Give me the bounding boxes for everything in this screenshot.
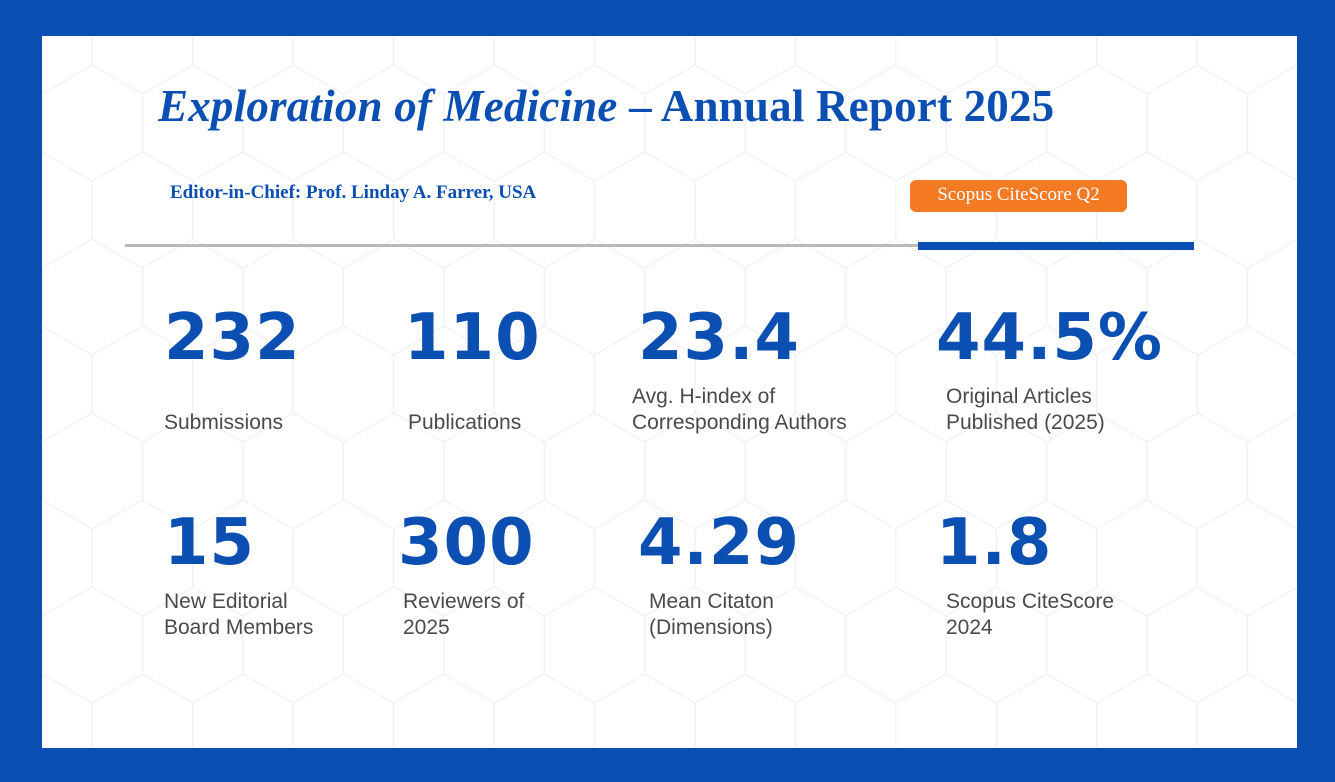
hexagon-shape [91,673,194,748]
citescore-badge: Scopus CiteScore Q2 [910,180,1127,212]
hexagon-shape [292,151,395,269]
hexagon-shape [42,412,144,530]
stat-label: Scopus CiteScore 2024 [946,589,1114,641]
hexagon-shape [1096,673,1198,748]
hexagon-shape [1246,64,1297,182]
hexagon-shape [1196,499,1297,617]
hexagon-shape [794,499,897,617]
stat-label-line: Reviewers of [403,590,525,613]
hexagon-shape [42,325,93,443]
hexagon-shape [845,238,947,356]
hexagon-shape [393,673,495,748]
stat-label-line: (Dimensions) [649,616,773,639]
hexagon-shape [694,151,797,269]
hexagon-shape [1246,586,1297,704]
title-suffix: – Annual Report 2025 [617,81,1055,131]
stat-editorial-board: 15 New Editorial Board Members [164,511,313,641]
hexagon-shape [1246,238,1297,356]
stat-value: 44.5% [936,301,1164,375]
stat-label: Publications [408,410,541,436]
hexagon-shape [393,151,495,269]
hexagon-shape [895,673,998,748]
stat-label-line: New Editorial [164,590,288,613]
hexagon-shape [794,151,897,269]
hexagon-shape [543,412,646,530]
hexagon-shape [192,151,294,269]
hexagon-shape [42,238,144,356]
hexagon-shape [543,238,646,356]
hexagon-shape [593,151,696,269]
hexagon-shape [1096,36,1198,95]
stat-value: 15 [164,506,256,580]
hexagon-shape [292,673,395,748]
hexagon-shape [292,325,395,443]
hexagon-shape [1196,36,1297,95]
stat-original-articles: 44.5% Original Articles Published (2025) [936,306,1163,436]
hexagon-shape [1196,151,1297,269]
stat-value: 23.4 [638,301,800,375]
hexagon-shape [192,673,294,748]
hexagon-shape [845,412,947,530]
hexagon-shape [694,673,797,748]
hexagon-shape [1246,412,1297,530]
stat-label: Avg. H-index of Corresponding Authors [632,384,847,436]
hexagon-shape [1146,586,1249,704]
stat-mean-citation: 4.29 Mean Citaton (Dimensions) [638,511,800,641]
stat-label: Reviewers of 2025 [403,589,535,641]
hexagon-shape [42,36,93,95]
hexagon-shape [91,151,194,269]
hexagon-shape [493,673,596,748]
stat-submissions: 232 Submissions [164,306,301,436]
stat-label-line: Mean Citaton [649,590,774,613]
stat-value: 110 [404,301,541,375]
stat-value: 4.29 [638,506,800,580]
stat-citescore-2024: 1.8 Scopus CiteScore 2024 [936,511,1114,641]
hexagon-shape [1045,64,1148,182]
hexagon-shape [42,586,144,704]
hexagon-shape [1196,325,1297,443]
stat-label: New Editorial Board Members [164,589,313,641]
hexagon-shape [42,64,144,182]
editor-in-chief: Editor-in-Chief: Prof. Linday A. Farrer,… [170,182,537,203]
hexagon-shape [42,673,93,748]
hexagon-shape [593,673,696,748]
hexagon-shape [794,673,897,748]
hexagon-shape [995,673,1098,748]
page-title: Exploration of Medicine – Annual Report … [158,80,1054,132]
stat-label-line: Avg. H-index of [632,385,776,408]
stat-value: 1.8 [936,506,1053,580]
stat-publications: 110 Publications [404,306,541,436]
hexagon-shape [845,586,947,704]
stat-label: Mean Citaton (Dimensions) [649,589,800,641]
stat-label-line: Board Members [164,616,314,639]
divider-gray [125,244,918,247]
stat-reviewers: 300 Reviewers of 2025 [398,511,535,641]
stat-label-line: 2024 [946,616,993,639]
stat-value: 232 [164,301,301,375]
divider-accent [918,242,1194,250]
hexagon-shape [1146,64,1249,182]
stat-label-line: Scopus CiteScore [946,590,1115,613]
hexagon-shape [42,499,93,617]
hexagon-shape [1196,673,1297,748]
stat-label: Original Articles Published (2025) [946,384,1163,436]
stat-label-line: Corresponding Authors [632,411,847,434]
stat-label-line: Publications [408,411,522,434]
stat-label-line: 2025 [403,616,450,639]
journal-name: Exploration of Medicine [158,81,618,131]
stat-h-index: 23.4 Avg. H-index of Corresponding Autho… [632,301,847,436]
report-panel: Exploration of Medicine – Annual Report … [42,36,1297,748]
hexagon-shape [493,151,596,269]
hexagon-shape [543,586,646,704]
hexagon-background-pattern [42,36,1297,748]
stat-label-line: Original Articles [946,385,1092,408]
stat-label-line: Published (2025) [946,411,1105,434]
stat-value: 300 [398,506,535,580]
stat-label: Submissions [164,410,301,436]
hexagon-shape [42,151,93,269]
stat-label-line: Submissions [164,411,284,434]
